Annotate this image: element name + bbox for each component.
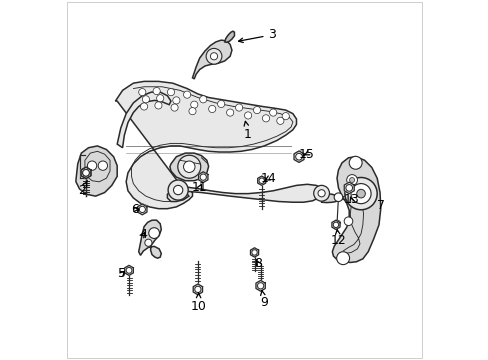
Text: 10: 10 (190, 293, 206, 313)
Polygon shape (344, 182, 353, 194)
Circle shape (235, 104, 242, 111)
Circle shape (168, 180, 188, 200)
Text: 9: 9 (260, 291, 267, 309)
Polygon shape (332, 157, 380, 262)
Polygon shape (321, 193, 339, 203)
Circle shape (206, 48, 222, 64)
Polygon shape (81, 167, 91, 179)
Circle shape (210, 53, 217, 60)
Text: 7: 7 (377, 199, 385, 212)
Circle shape (244, 112, 251, 119)
Circle shape (217, 100, 224, 108)
Text: 15: 15 (298, 148, 313, 161)
Circle shape (262, 115, 269, 122)
Text: 12: 12 (330, 230, 346, 247)
Circle shape (139, 89, 145, 96)
Circle shape (140, 103, 147, 110)
Text: 5: 5 (118, 267, 125, 280)
Circle shape (356, 189, 365, 198)
Text: 13: 13 (343, 193, 359, 206)
Circle shape (126, 267, 132, 273)
Polygon shape (224, 31, 234, 42)
Circle shape (171, 104, 178, 111)
Circle shape (190, 101, 198, 108)
Circle shape (153, 87, 160, 95)
Circle shape (349, 177, 354, 183)
Circle shape (183, 91, 190, 98)
Circle shape (344, 217, 352, 226)
Circle shape (178, 155, 201, 178)
Polygon shape (250, 248, 258, 257)
Circle shape (226, 109, 233, 116)
Circle shape (282, 113, 289, 120)
Circle shape (173, 185, 183, 195)
Text: 6: 6 (131, 203, 139, 216)
Circle shape (251, 250, 257, 255)
Circle shape (142, 96, 149, 103)
Circle shape (156, 95, 163, 102)
Text: 8: 8 (254, 257, 262, 270)
Polygon shape (255, 280, 265, 291)
Circle shape (172, 97, 180, 104)
Circle shape (350, 184, 370, 204)
Circle shape (259, 178, 264, 184)
Circle shape (344, 177, 376, 210)
Circle shape (98, 161, 107, 170)
Text: 4: 4 (139, 228, 147, 241)
Circle shape (155, 102, 162, 109)
Text: 14: 14 (261, 172, 276, 185)
Polygon shape (178, 184, 323, 202)
Text: 11: 11 (191, 181, 207, 194)
Circle shape (183, 161, 195, 172)
Circle shape (333, 193, 342, 202)
Circle shape (148, 228, 159, 238)
Circle shape (317, 190, 325, 197)
Polygon shape (169, 153, 208, 181)
Polygon shape (124, 265, 133, 275)
Circle shape (200, 174, 206, 180)
Circle shape (194, 286, 201, 292)
Circle shape (269, 109, 276, 116)
Polygon shape (76, 146, 117, 196)
Circle shape (313, 185, 329, 201)
Circle shape (167, 89, 174, 96)
Text: 1: 1 (244, 121, 251, 141)
Circle shape (346, 175, 357, 185)
Circle shape (332, 222, 338, 228)
Polygon shape (117, 92, 171, 148)
Circle shape (333, 220, 340, 227)
Circle shape (336, 252, 349, 265)
Polygon shape (115, 81, 296, 209)
Text: 3: 3 (238, 28, 276, 42)
Circle shape (199, 96, 206, 103)
Circle shape (208, 105, 215, 113)
Polygon shape (139, 220, 161, 258)
Circle shape (345, 185, 352, 191)
Circle shape (87, 161, 97, 170)
Circle shape (295, 153, 302, 160)
Polygon shape (293, 151, 304, 162)
Circle shape (188, 108, 196, 115)
Text: 2: 2 (78, 181, 87, 197)
Circle shape (144, 239, 152, 246)
Polygon shape (331, 220, 339, 229)
Circle shape (82, 170, 89, 176)
Circle shape (82, 170, 89, 176)
Polygon shape (192, 40, 231, 79)
Polygon shape (193, 284, 202, 295)
Circle shape (253, 107, 260, 114)
Polygon shape (198, 172, 207, 183)
Circle shape (257, 283, 263, 289)
Circle shape (276, 117, 284, 125)
Circle shape (348, 156, 362, 169)
Polygon shape (81, 167, 91, 179)
Polygon shape (257, 176, 265, 185)
Circle shape (139, 206, 145, 212)
Polygon shape (137, 204, 147, 215)
